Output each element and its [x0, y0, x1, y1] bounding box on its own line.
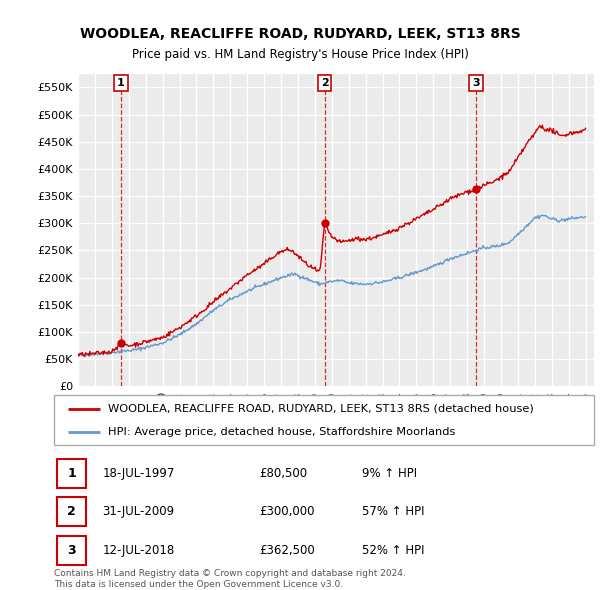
Text: 3: 3 [67, 544, 76, 557]
FancyBboxPatch shape [54, 395, 594, 445]
Text: Price paid vs. HM Land Registry's House Price Index (HPI): Price paid vs. HM Land Registry's House … [131, 48, 469, 61]
Text: WOODLEA, REACLIFFE ROAD, RUDYARD, LEEK, ST13 8RS (detached house): WOODLEA, REACLIFFE ROAD, RUDYARD, LEEK, … [108, 404, 534, 414]
Text: 2: 2 [321, 78, 329, 88]
Text: 31-JUL-2009: 31-JUL-2009 [103, 505, 175, 519]
Text: 18-JUL-1997: 18-JUL-1997 [103, 467, 175, 480]
Text: £300,000: £300,000 [259, 505, 314, 519]
Text: 1: 1 [67, 467, 76, 480]
Text: £362,500: £362,500 [259, 544, 315, 557]
FancyBboxPatch shape [57, 497, 86, 526]
Text: HPI: Average price, detached house, Staffordshire Moorlands: HPI: Average price, detached house, Staf… [108, 427, 455, 437]
Text: 9% ↑ HPI: 9% ↑ HPI [362, 467, 417, 480]
Text: 2: 2 [67, 505, 76, 519]
Text: 52% ↑ HPI: 52% ↑ HPI [362, 544, 424, 557]
FancyBboxPatch shape [57, 458, 86, 487]
Text: WOODLEA, REACLIFFE ROAD, RUDYARD, LEEK, ST13 8RS: WOODLEA, REACLIFFE ROAD, RUDYARD, LEEK, … [80, 27, 520, 41]
FancyBboxPatch shape [57, 536, 86, 565]
Text: 12-JUL-2018: 12-JUL-2018 [103, 544, 175, 557]
Text: 57% ↑ HPI: 57% ↑ HPI [362, 505, 424, 519]
Text: Contains HM Land Registry data © Crown copyright and database right 2024.
This d: Contains HM Land Registry data © Crown c… [54, 569, 406, 589]
Text: £80,500: £80,500 [259, 467, 307, 480]
Text: 1: 1 [117, 78, 125, 88]
Text: 3: 3 [472, 78, 480, 88]
